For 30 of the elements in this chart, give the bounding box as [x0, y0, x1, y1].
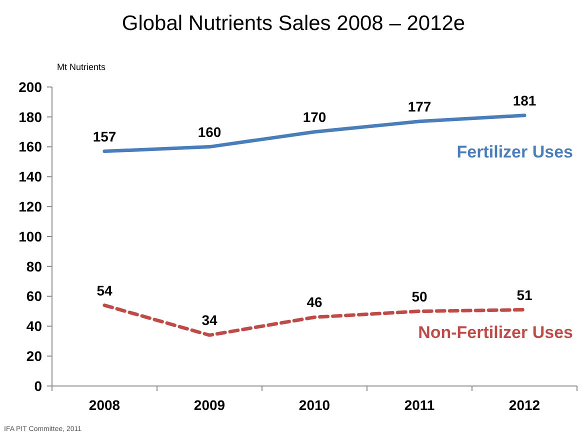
data-label: 160 [198, 124, 222, 140]
data-label: 54 [96, 282, 112, 298]
data-label: 46 [306, 294, 322, 310]
x-tick-label: 2010 [298, 397, 330, 413]
y-tick-label: 100 [18, 228, 42, 244]
chart-title: Global Nutrients Sales 2008 – 2012e [122, 12, 466, 35]
data-label: 34 [202, 312, 218, 328]
data-label: 50 [412, 288, 428, 304]
data-label: 51 [516, 286, 532, 303]
y-tick-label: 120 [18, 198, 42, 214]
series-label: Fertilizer Uses [456, 142, 573, 162]
x-tick-label: 2008 [88, 397, 120, 413]
x-tick-label: 2011 [404, 397, 435, 413]
data-label: 181 [512, 92, 536, 108]
y-tick-label: 60 [26, 288, 42, 304]
y-axis-title: Mt Nutrients [57, 62, 106, 72]
x-tick-label: 2012 [508, 397, 540, 413]
series-label: Non-Fertilizer Uses [418, 322, 573, 342]
data-label: 177 [408, 98, 432, 114]
y-tick-label: 200 [18, 78, 42, 95]
y-tick-label: 140 [18, 168, 42, 185]
y-tick-label: 180 [18, 108, 42, 125]
x-tick-label: 2009 [194, 397, 226, 413]
y-tick-label: 40 [26, 318, 42, 334]
data-label: 157 [92, 128, 116, 144]
y-tick-label: 0 [34, 378, 42, 394]
y-tick-label: 20 [26, 348, 42, 364]
data-label: 170 [302, 108, 326, 125]
y-tick-label: 160 [18, 138, 42, 155]
y-tick-label: 80 [26, 258, 42, 274]
